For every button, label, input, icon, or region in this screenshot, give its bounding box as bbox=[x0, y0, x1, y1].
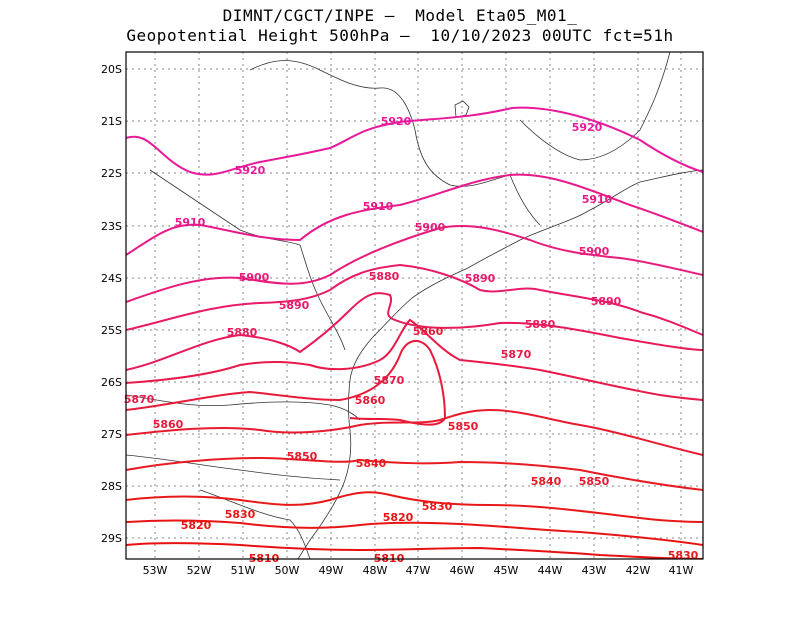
lon-label: 43W bbox=[582, 564, 607, 577]
contour-5890 bbox=[126, 263, 703, 336]
contour-label: 5880 bbox=[227, 326, 258, 339]
contour-5810 bbox=[126, 542, 703, 559]
contour-label: 5820 bbox=[181, 519, 212, 532]
lon-label: 50W bbox=[275, 564, 300, 577]
lon-label: 52W bbox=[187, 564, 212, 577]
contour-5860 bbox=[126, 340, 447, 426]
contour-label-group: 5920 5920 5920 5910 5910 5910 5900 5900 … bbox=[124, 115, 699, 565]
state-border bbox=[126, 454, 341, 481]
contour-5920 bbox=[126, 106, 703, 176]
coastline-borders bbox=[126, 52, 703, 559]
contour-label: 5870 bbox=[124, 393, 155, 406]
lat-label: 28S bbox=[101, 480, 122, 493]
contour-label: 5870 bbox=[374, 374, 405, 387]
contour-label: 5850 bbox=[448, 420, 479, 433]
longitude-axis: 53W 52W 51W 50W 49W 48W 47W 46W 45W 44W … bbox=[143, 564, 694, 577]
contour-label: 5910 bbox=[582, 193, 613, 206]
lat-label: 23S bbox=[101, 220, 122, 233]
plot-frame bbox=[125, 51, 704, 560]
contour-label: 5900 bbox=[415, 221, 446, 234]
state-border bbox=[519, 52, 671, 161]
contour-label: 5900 bbox=[239, 271, 270, 284]
contour-label: 5820 bbox=[383, 511, 414, 524]
contour-5880 bbox=[126, 292, 703, 371]
map-title-line1: DIMNT/CGCT/INPE – Model Eta05_M01_ bbox=[222, 6, 578, 25]
contour-label: 5860 bbox=[355, 394, 386, 407]
contour-label: 5850 bbox=[579, 475, 610, 488]
contour-label: 5910 bbox=[175, 216, 206, 229]
contour-label: 5900 bbox=[579, 245, 610, 258]
contour-lines bbox=[126, 106, 703, 559]
lon-label: 47W bbox=[406, 564, 431, 577]
lat-label: 20S bbox=[101, 63, 122, 76]
contour-label: 5880 bbox=[525, 318, 556, 331]
contour-label: 5920 bbox=[572, 121, 603, 134]
contour-5850 bbox=[126, 408, 703, 456]
contour-label: 5890 bbox=[279, 299, 310, 312]
contour-5900 bbox=[126, 224, 703, 303]
contour-5910 bbox=[126, 173, 703, 256]
lon-label: 44W bbox=[538, 564, 563, 577]
lon-label: 53W bbox=[143, 564, 168, 577]
lat-label: 22S bbox=[101, 167, 122, 180]
lon-label: 46W bbox=[450, 564, 475, 577]
lat-label: 21S bbox=[101, 115, 122, 128]
contour-label: 5920 bbox=[381, 115, 412, 128]
state-border bbox=[149, 169, 301, 246]
contour-label: 5880 bbox=[369, 270, 400, 283]
lat-label: 25S bbox=[101, 324, 122, 337]
state-border bbox=[249, 60, 511, 187]
contour-5840 bbox=[126, 456, 703, 491]
lon-label: 48W bbox=[363, 564, 388, 577]
lon-label: 49W bbox=[319, 564, 344, 577]
lat-label: 24S bbox=[101, 272, 122, 285]
contour-label: 5870 bbox=[501, 348, 532, 361]
map-title-line2: Geopotential Height 500hPa – 10/10/2023 … bbox=[126, 26, 674, 45]
contour-label: 5920 bbox=[235, 164, 266, 177]
contour-label: 5850 bbox=[287, 450, 318, 463]
contour-label: 5830 bbox=[422, 500, 453, 513]
contour-label: 5860 bbox=[413, 325, 444, 338]
coastline bbox=[297, 169, 703, 559]
latitude-axis: 20S 21S 22S 23S 24S 25S 26S 27S 28S 29S bbox=[101, 63, 122, 545]
state-border bbox=[299, 244, 346, 351]
contour-5830 bbox=[126, 491, 703, 523]
state-border bbox=[509, 174, 541, 226]
grid-lines bbox=[126, 52, 703, 559]
lon-label: 51W bbox=[231, 564, 256, 577]
contour-label: 5890 bbox=[591, 295, 622, 308]
contour-label: 5860 bbox=[153, 418, 184, 431]
lake bbox=[454, 100, 470, 118]
lat-label: 27S bbox=[101, 428, 122, 441]
lon-label: 42W bbox=[626, 564, 651, 577]
contour-label: 5890 bbox=[465, 272, 496, 285]
contour-label: 5840 bbox=[356, 457, 387, 470]
contour-5870 bbox=[126, 318, 703, 401]
contour-label: 5840 bbox=[531, 475, 562, 488]
lon-label: 41W bbox=[669, 564, 694, 577]
lat-label: 26S bbox=[101, 376, 122, 389]
lat-label: 29S bbox=[101, 532, 122, 545]
contour-label: 5910 bbox=[363, 200, 394, 213]
contour-5820 bbox=[126, 519, 703, 546]
contour-label: 5830 bbox=[225, 508, 256, 521]
contour-label: 5830 bbox=[668, 549, 699, 562]
lon-label: 45W bbox=[494, 564, 519, 577]
